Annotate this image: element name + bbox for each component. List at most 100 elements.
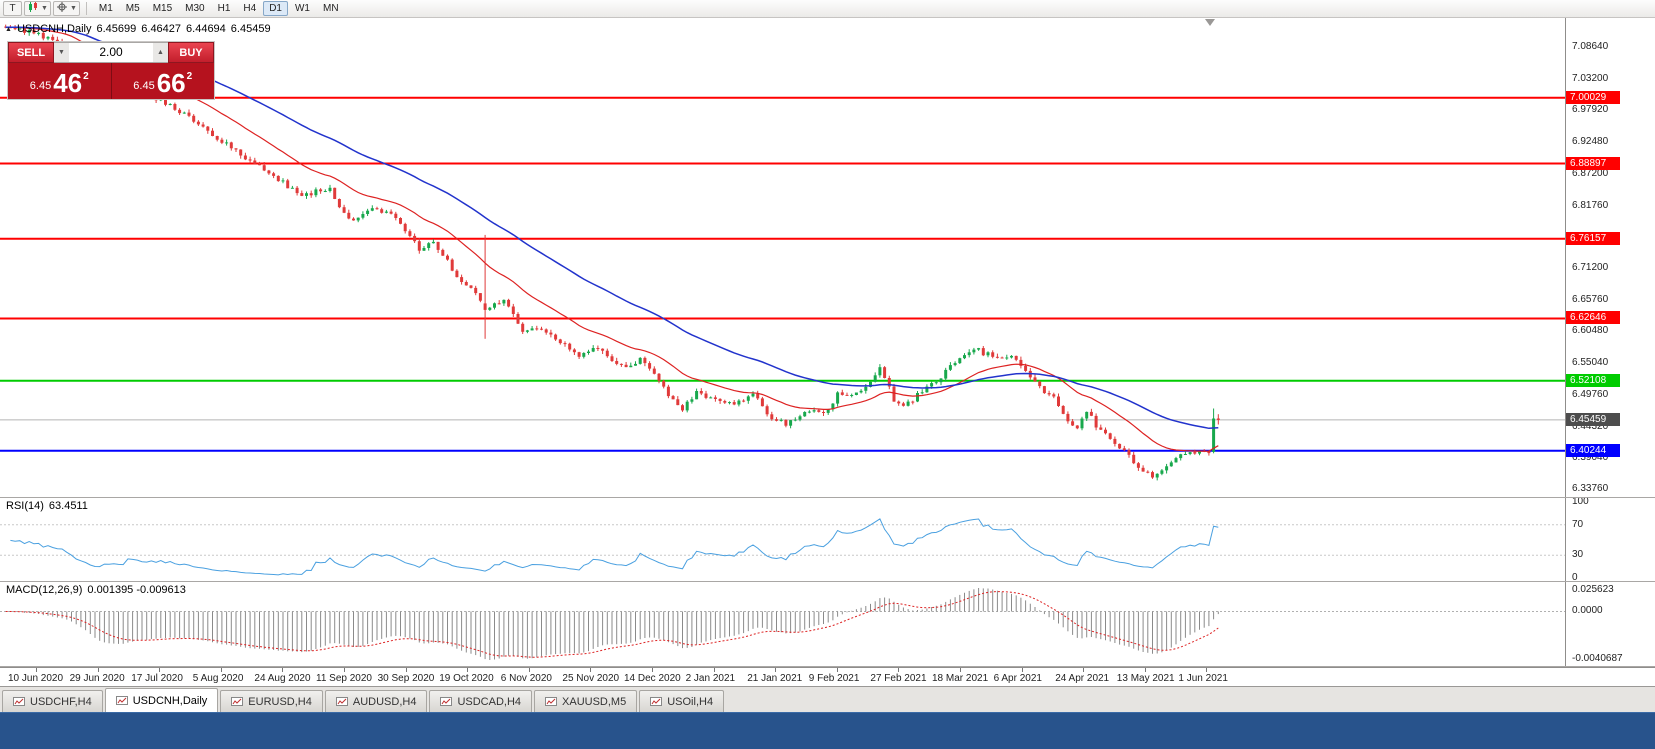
chart-tab-usdcad-h4[interactable]: USDCAD,H4: [429, 690, 533, 712]
time-axis[interactable]: 10 Jun 2020 29 Jun 2020 17 Jul 2020 5 Aug 2…: [0, 667, 1655, 686]
chevron-down-icon: ▼: [69, 5, 77, 12]
volume-decrease-button[interactable]: ▼: [54, 42, 69, 63]
sell-price-prefix: 6.45: [29, 80, 52, 92]
chart-type-button[interactable]: ▼: [24, 1, 51, 16]
ohlc-low: 6.44694: [186, 23, 226, 35]
ohlc-open: 6.45699: [96, 23, 137, 35]
timeframe-button-h1[interactable]: H1: [217, 3, 231, 14]
chart-shift-marker[interactable]: [1205, 19, 1215, 26]
time-axis-label: 5 Aug 2020: [192, 673, 244, 684]
chart-tab-audusd-h4[interactable]: AUDUSD,H4: [324, 690, 428, 712]
time-axis-label: 11 Sep 2020: [316, 673, 372, 684]
price-scale-label: 6.97920: [1572, 104, 1609, 116]
chart-tab-xauusd-m5[interactable]: XAUUSD,M5: [534, 690, 638, 712]
sell-price-big: 46: [53, 68, 83, 98]
price-scale-label: 7.08640: [1572, 41, 1609, 52]
macd-pane[interactable]: [0, 582, 1565, 666]
ma-fast-line: [5, 26, 1219, 452]
time-axis-label: 17 Jul 2020: [131, 673, 183, 684]
pane-separator[interactable]: [0, 666, 1655, 667]
timeframe-button-m5[interactable]: M5: [125, 3, 140, 14]
price-line-tag: 6.62646: [1566, 311, 1620, 325]
mini-chart-icon: [440, 696, 453, 707]
price-scale-label: 6.60480: [1572, 325, 1609, 337]
time-tick: [1206, 668, 1208, 672]
price-scale-label: 6.87200: [1572, 167, 1609, 179]
chart-tab-usdchf-h4[interactable]: USDCHF,H4: [2, 690, 103, 712]
ohlc-close: 6.45459: [230, 23, 271, 35]
timeframe-button-h4[interactable]: H4: [243, 3, 257, 14]
time-tick: [528, 668, 530, 672]
price-scale-label: 6.65760: [1572, 294, 1609, 306]
windows-taskbar: [0, 712, 1655, 749]
price-line-tag: 6.52108: [1566, 373, 1620, 387]
chart-title: ▲ USDCNH,Daily 6.45699 6.46427 6.44694 6…: [5, 23, 271, 35]
time-tick: [590, 668, 592, 672]
ohlc-high: 6.46427: [141, 23, 182, 35]
chevron-down-icon: ▼: [41, 5, 48, 12]
buy-price-button[interactable]: 6.45 66 2: [111, 63, 214, 99]
rsi-pane[interactable]: [0, 498, 1565, 581]
chart-tab-label: AUDUSD,H4: [352, 695, 417, 708]
time-axis-label: 18 Mar 2021: [932, 673, 989, 684]
time-axis-label: 24 Aug 2020: [254, 673, 311, 684]
timeframe-button-m15[interactable]: M15: [152, 3, 173, 14]
timeframe-button-m30[interactable]: M30: [185, 3, 205, 14]
price-line-tag: 6.88897: [1566, 156, 1620, 170]
chart-window-button[interactable]: T: [3, 1, 22, 16]
time-tick: [344, 668, 345, 672]
one-click-trading-panel: SELL ▼ 2.00 ▲ BUY 6.45 46 2 6.45 66 2: [8, 42, 214, 99]
macd-name: MACD(12,26,9): [6, 584, 83, 596]
time-tick: [36, 668, 37, 672]
timeframe-button-d1[interactable]: D1: [263, 1, 288, 16]
rsi-indicator-label: RSI(14) 63.4511: [6, 500, 88, 512]
time-tick: [1083, 668, 1085, 672]
symbol-period-label: USDCNH,Daily: [16, 23, 92, 35]
price-scale[interactable]: 7.08640 7.03200 6.97920 6.92480 6.87200 6.817…: [1565, 18, 1655, 667]
macd-scale-label: 0.025623: [1572, 584, 1614, 595]
mini-chart-icon: [13, 696, 25, 707]
sell-price-button[interactable]: 6.45 46 2: [8, 63, 112, 99]
rsi-scale-label: 0: [1572, 572, 1578, 583]
chart-tab-label: EURUSD,H4: [248, 695, 312, 708]
rsi-value: 63.4511: [48, 500, 88, 512]
timeframe-button-m1[interactable]: M1: [98, 3, 113, 14]
time-axis-label: 6 Apr 2021: [993, 673, 1042, 684]
price-scale-label: 6.39040: [1572, 451, 1609, 463]
time-tick: [220, 668, 222, 672]
time-tick: [405, 668, 407, 672]
price-scale-label: 7.03200: [1572, 73, 1609, 85]
chart-tab-usoil-h4[interactable]: USOil,H4: [639, 690, 725, 712]
mini-chart-icon: [335, 696, 348, 707]
timeframe-button-mn[interactable]: MN: [322, 3, 339, 14]
chart-tab-eurusd-h4[interactable]: EURUSD,H4: [220, 690, 323, 712]
volume-increase-button[interactable]: ▲: [153, 42, 168, 63]
crosshair-tool-button[interactable]: ▼: [52, 1, 80, 16]
main-price-chart[interactable]: [0, 18, 1565, 497]
sell-button[interactable]: SELL: [8, 42, 54, 63]
macd-values: 0.001395 -0.009613: [87, 584, 186, 596]
price-scale-label: 6.92480: [1572, 136, 1609, 148]
price-line-tag: 6.76157: [1566, 231, 1620, 245]
chart-window: ▲ USDCNH,Daily 6.45699 6.46427 6.44694 6…: [0, 18, 1655, 686]
crosshair-icon: [56, 1, 68, 16]
buy-price-pip: 2: [186, 71, 193, 82]
price-scale-label: 6.81760: [1572, 199, 1609, 211]
candlestick-series: [4, 24, 1220, 481]
sell-price-pip: 2: [83, 71, 89, 82]
timeframe-button-w1[interactable]: W1: [294, 3, 310, 14]
volume-input[interactable]: 2.00: [69, 42, 153, 63]
macd-histogram: [9, 588, 1219, 660]
time-tick: [1021, 668, 1023, 672]
rsi-scale-label: 70: [1572, 518, 1584, 530]
time-axis-label: 25 Nov 2020: [562, 673, 620, 684]
time-axis-label: 30 Sep 2020: [377, 673, 435, 684]
chart-tab-usdcnh-daily[interactable]: USDCNH,Daily: [104, 688, 219, 712]
buy-price-prefix: 6.45: [133, 80, 155, 92]
toolbar-separator: [85, 2, 87, 15]
pane-separator[interactable]: [0, 497, 1655, 498]
price-scale-label: 6.33760: [1572, 483, 1609, 494]
pane-separator[interactable]: [0, 581, 1655, 582]
chart-tab-label: USOil,H4: [667, 695, 714, 708]
buy-button[interactable]: BUY: [168, 42, 214, 63]
